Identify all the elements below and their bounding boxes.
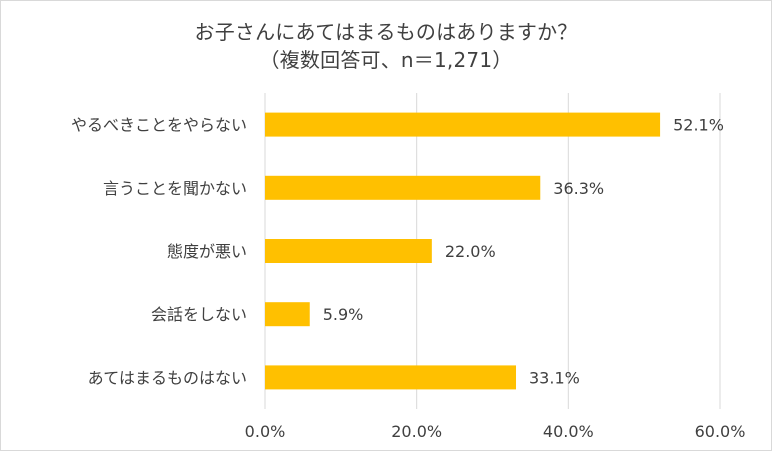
data-label: 52.1%	[673, 116, 724, 135]
category-label: 会話をしない	[151, 305, 247, 324]
category-label: やるべきことをやらない	[71, 116, 247, 135]
x-tick-label: 20.0%	[391, 422, 442, 441]
chart-subtitle: （複数回答可、n＝1,271）	[259, 48, 513, 72]
category-label: 態度が悪い	[167, 242, 247, 261]
x-tick-label: 40.0%	[543, 422, 594, 441]
data-label: 33.1%	[529, 368, 580, 387]
bars	[265, 112, 661, 390]
bar	[265, 175, 541, 200]
data-label: 22.0%	[445, 242, 496, 261]
category-label: 言うことを聞かない	[103, 179, 247, 198]
category-label: あてはまるものはない	[88, 368, 247, 387]
labels: 0.0% 20.0% 40.0% 60.0% やるべきことをやらない 52.1% 言うことを…	[71, 116, 745, 441]
data-label: 5.9%	[323, 305, 364, 324]
bar	[265, 239, 432, 263]
bar	[265, 112, 661, 137]
bar	[265, 302, 310, 327]
chart-title: お子さんにあてはまるものはありますか？	[194, 20, 578, 44]
data-label: 36.3%	[553, 179, 604, 198]
x-tick-label: 0.0%	[245, 422, 286, 441]
bar	[265, 365, 517, 390]
x-tick-label: 60.0%	[695, 422, 746, 441]
